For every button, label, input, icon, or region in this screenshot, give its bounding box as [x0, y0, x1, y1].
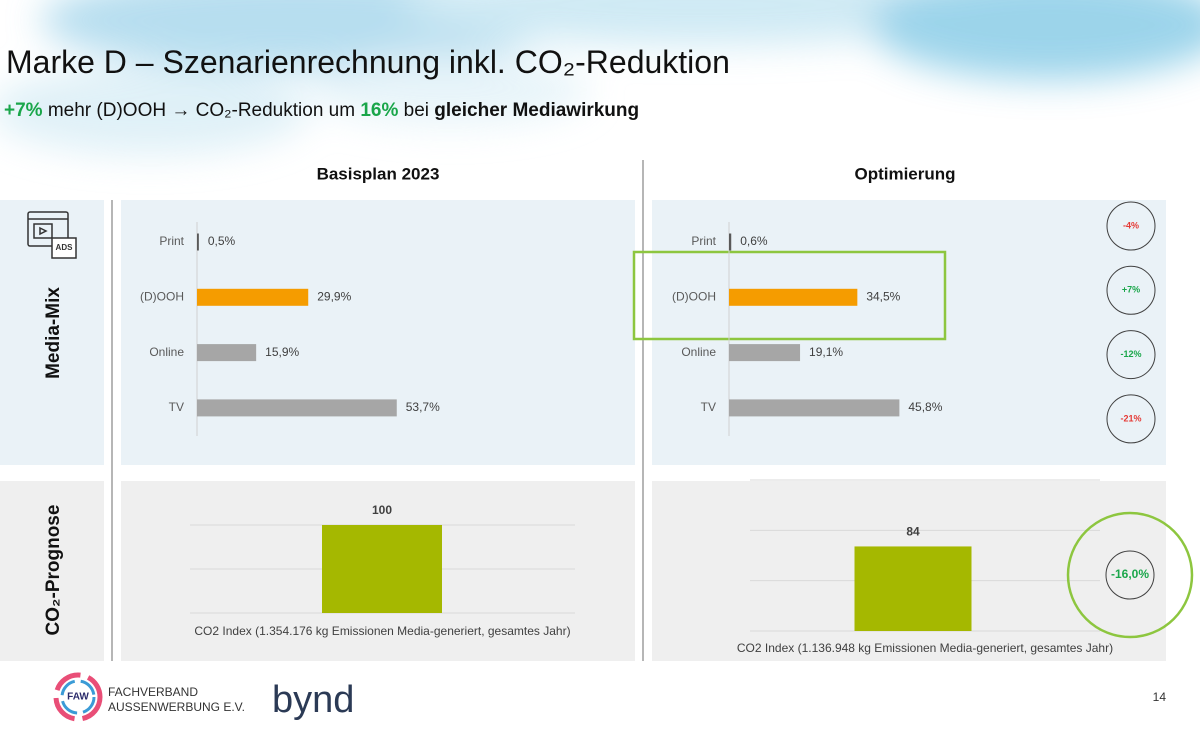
- watercolor-background: [0, 0, 1200, 155]
- bar: [729, 288, 858, 306]
- partner-logo: bynd: [272, 679, 354, 721]
- change-badge: [1106, 201, 1156, 251]
- category-label-box: CO2 Index (1.136.948 kg Emissionen Media…: [736, 641, 1114, 655]
- icon-text: ADS: [56, 243, 74, 252]
- subtitle-part: gleicher Mediawirkung: [434, 100, 640, 121]
- change-label: -4%: [1123, 220, 1139, 230]
- change-label: -12%: [1120, 349, 1141, 359]
- y-tick-label: (D)OOH: [672, 289, 716, 303]
- highlight-circle: [1066, 511, 1194, 639]
- bar: [729, 344, 801, 362]
- chart-title: Optimierung: [854, 164, 955, 183]
- bar: [197, 344, 257, 362]
- slide-title: Marke D – Szenarienrechnung inkl. CO₂-Re…: [6, 44, 730, 80]
- bar: [854, 546, 972, 631]
- bar: [322, 525, 442, 613]
- bar: [729, 399, 900, 417]
- highlight-box: [632, 250, 947, 341]
- data-label: 15,9%: [265, 345, 299, 359]
- bar: [729, 233, 732, 251]
- subtitle-part: bei: [398, 100, 435, 121]
- chart-panel: [121, 200, 635, 465]
- y-tick-label: Online: [681, 345, 716, 359]
- row-label-panel: [0, 481, 104, 661]
- data-label: 100: [372, 503, 392, 517]
- logo-text: FAW: [67, 692, 89, 703]
- subtitle-part: 16%: [360, 100, 399, 121]
- data-label: 84: [906, 525, 920, 539]
- data-label: 34,5%: [866, 289, 900, 303]
- data-label: 0,5%: [208, 234, 236, 248]
- x-tick-label: CO2 Index (1.136.948 kg Emissionen Media…: [736, 641, 1114, 655]
- row-label: Media-Mix: [43, 287, 64, 379]
- subtitle-part: →: [171, 100, 191, 121]
- bar: [197, 233, 199, 251]
- bar: [197, 399, 397, 417]
- change-label: -21%: [1120, 413, 1141, 423]
- data-label: 29,9%: [317, 289, 351, 303]
- category-label-box: CO2 Index (1.354.176 kg Emissionen Media…: [194, 624, 571, 638]
- chart-title: Basisplan 2023: [317, 164, 440, 183]
- slide-subtitle: +7% mehr (D)OOH → CO₂-Reduktion um 16% b…: [4, 100, 639, 122]
- y-tick-label: Print: [159, 234, 184, 248]
- row-label: CO₂-Prognose: [43, 505, 64, 636]
- page-number: 14: [1153, 690, 1167, 704]
- data-label: 0,6%: [740, 234, 768, 248]
- y-tick-label: Online: [149, 345, 184, 359]
- y-tick-label: (D)OOH: [140, 289, 184, 303]
- change-badge: [1106, 394, 1156, 444]
- logo-text: AUSSENWERBUNG E.V.: [108, 700, 245, 714]
- data-label: 45,8%: [908, 400, 942, 414]
- x-tick-label: CO2 Index (1.354.176 kg Emissionen Media…: [194, 624, 571, 638]
- bar: [197, 288, 309, 306]
- faw-logo: [53, 672, 103, 722]
- change-badge: [1106, 265, 1156, 315]
- y-tick-label: Print: [691, 234, 716, 248]
- subtitle-part: mehr (D)OOH: [42, 100, 172, 121]
- change-badge: [1106, 330, 1156, 380]
- media-icon: [27, 211, 77, 259]
- logo-text: FACHVERBAND: [108, 685, 198, 699]
- y-tick-label: TV: [701, 400, 716, 414]
- chart-panel: [652, 200, 1166, 465]
- data-label: 19,1%: [809, 345, 843, 359]
- subtitle-part: CO₂-Reduktion um: [190, 100, 361, 121]
- subtitle-part: +7%: [4, 100, 43, 121]
- y-tick-label: TV: [169, 400, 184, 414]
- change-label: +7%: [1122, 285, 1140, 295]
- change-badge: [1105, 550, 1155, 600]
- data-label: 53,7%: [406, 400, 440, 414]
- change-label: -16,0%: [1111, 567, 1149, 581]
